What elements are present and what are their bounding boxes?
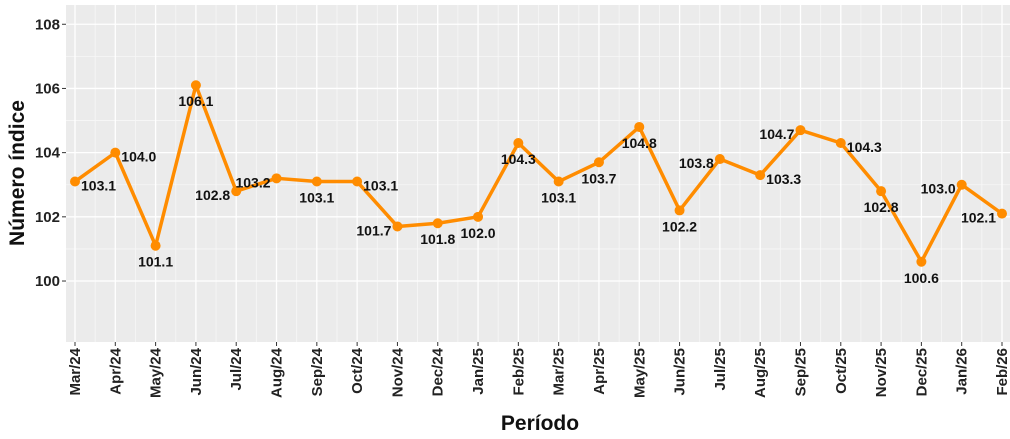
data-label: 102.1	[961, 210, 996, 226]
data-label: 101.1	[138, 254, 173, 270]
point	[714, 154, 725, 165]
point	[795, 125, 806, 136]
point	[634, 121, 645, 132]
x-tick-label: Dec/24	[430, 347, 447, 396]
data-label: 102.8	[864, 199, 899, 215]
data-label: 100.6	[904, 270, 939, 286]
point	[392, 221, 403, 232]
x-tick-label: Jul/24	[228, 347, 245, 390]
x-tick-label: Aug/25	[752, 348, 769, 398]
x-tick-label: Feb/25	[510, 348, 527, 396]
x-tick-label: Jan/26	[954, 348, 971, 395]
point	[70, 176, 80, 187]
point	[432, 218, 443, 229]
y-tick-label: 100	[35, 273, 60, 290]
point	[311, 176, 322, 187]
data-label: 103.2	[235, 174, 270, 190]
data-label: 103.7	[581, 170, 616, 186]
x-tick-label: Jun/24	[188, 347, 205, 395]
x-tick-label: Jul/25	[712, 348, 729, 391]
x-tick-label: Sep/25	[792, 348, 809, 396]
x-axis-title: Período	[501, 412, 579, 434]
data-label: 101.7	[356, 222, 391, 238]
x-tick-label: May/25	[631, 348, 648, 398]
point	[231, 186, 242, 197]
point	[593, 157, 604, 168]
x-tick-label: Mar/24	[67, 347, 84, 395]
point	[271, 173, 282, 184]
data-label: 104.3	[501, 151, 536, 167]
data-label: 102.2	[662, 218, 697, 234]
data-label: 104.8	[622, 135, 657, 151]
data-label: 101.8	[420, 231, 455, 247]
line	[73, 83, 1004, 264]
data-label: 103.8	[679, 155, 714, 171]
x-tick-label: Jun/25	[672, 348, 689, 396]
data-label: 103.3	[766, 171, 801, 187]
point	[755, 170, 766, 181]
x-tick-label: Oct/25	[833, 348, 850, 394]
data-label: 103.1	[541, 190, 576, 206]
data-label: 102.8	[195, 187, 230, 203]
data-label: 104.7	[759, 126, 794, 142]
point	[190, 80, 201, 91]
point	[352, 176, 363, 187]
x-tick-label: Apr/24	[107, 347, 124, 394]
data-label: 102.0	[461, 225, 496, 241]
x-tick-label: Nov/25	[873, 348, 890, 397]
point	[674, 205, 685, 216]
x-tick-label: Nov/24	[389, 347, 406, 397]
x-tick-label: Jan/25	[470, 348, 487, 395]
x-tick-label: Feb/26	[994, 348, 1010, 396]
panel	[66, 5, 1010, 342]
y-tick-label: 108	[35, 16, 60, 33]
point	[513, 138, 524, 149]
x-tick-label: Apr/25	[591, 348, 608, 395]
y-tick-label: 106	[35, 80, 60, 97]
point	[916, 256, 927, 267]
point	[553, 176, 564, 187]
x-tick-label: Aug/24	[269, 347, 286, 398]
point	[150, 240, 161, 251]
x-tick-label: Dec/25	[913, 348, 930, 396]
x-tick-label: Mar/25	[551, 348, 568, 396]
y-tick-label: 102	[35, 209, 60, 226]
x-tick-label: May/24	[148, 347, 165, 398]
x-tick-label: Oct/24	[349, 347, 366, 394]
point	[110, 147, 121, 158]
data-label: 103.1	[81, 178, 116, 194]
data-label: 103.0	[921, 181, 956, 197]
point	[876, 186, 887, 197]
point	[956, 179, 967, 190]
data-label: 104.3	[847, 139, 882, 155]
data-label: 103.1	[299, 190, 334, 206]
point	[835, 138, 846, 149]
y-tick-label: 104	[35, 145, 61, 162]
point	[997, 208, 1007, 219]
point	[473, 211, 484, 222]
data-label: 106.1	[178, 93, 213, 109]
y-axis-title: Número índice	[6, 100, 29, 246]
data-label: 104.0	[121, 149, 156, 165]
x-tick-label: Sep/24	[309, 347, 326, 396]
data-label: 103.1	[363, 178, 398, 194]
